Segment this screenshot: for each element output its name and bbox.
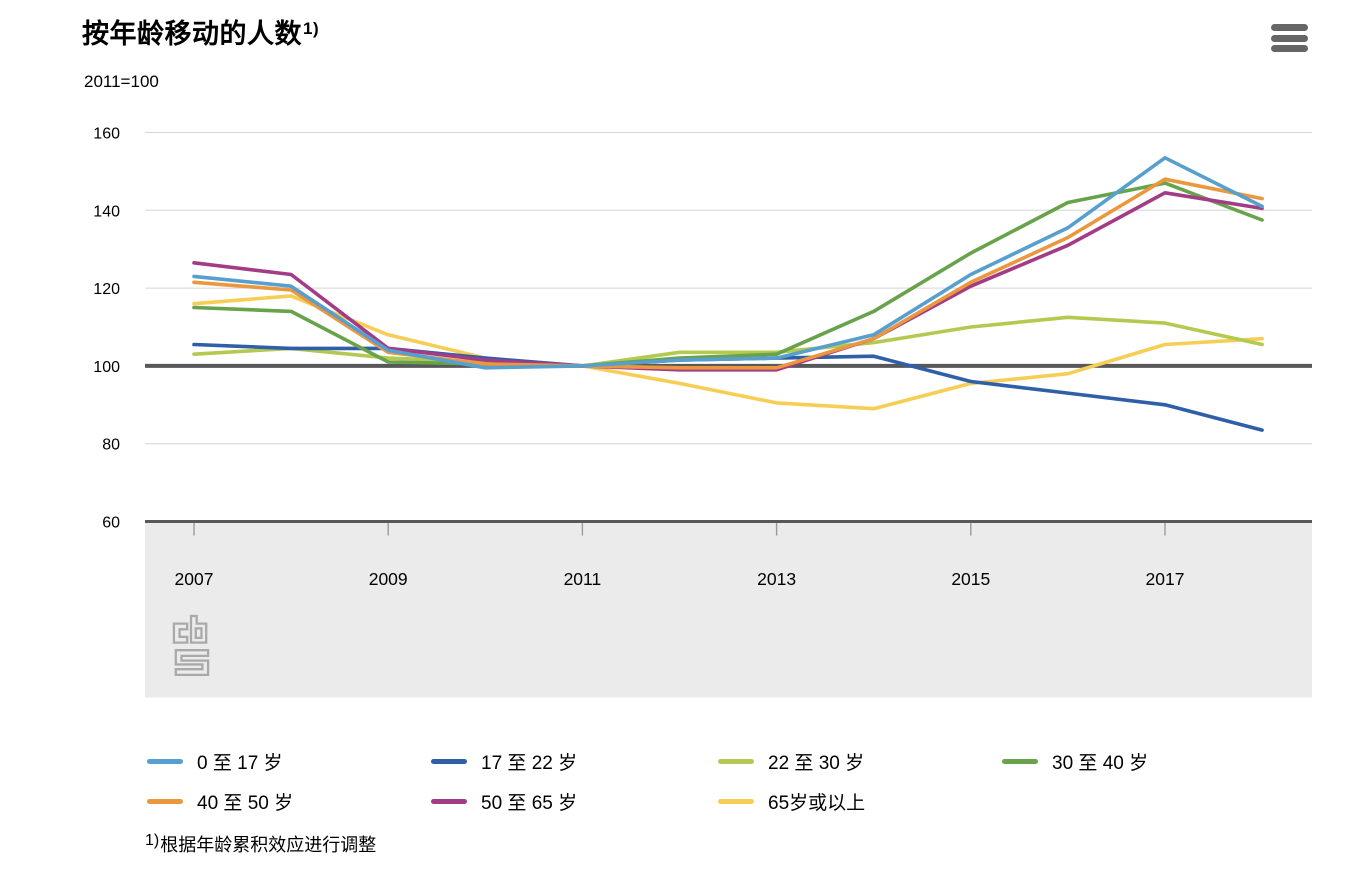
cbs-logo-watermark <box>172 614 210 677</box>
legend-item-2: 17 至 22 岁 <box>431 748 718 775</box>
hamburger-icon <box>1271 24 1308 31</box>
chart-menu-button[interactable] <box>1270 22 1310 54</box>
y-axis-label: 140 <box>93 203 120 220</box>
x-axis-band <box>145 521 1312 698</box>
legend-swatch <box>147 758 183 764</box>
x-axis-label: 2017 <box>1146 569 1185 589</box>
legend-label: 65岁或以上 <box>768 792 866 814</box>
legend-label: 40 至 50 岁 <box>197 792 294 814</box>
chart-legend: 0 至 17 岁 17 至 22 岁 22 至 30 岁 30 至 40 岁 40 至 … <box>147 741 1148 821</box>
legend-item-1: 0 至 17 岁 <box>147 748 431 775</box>
x-axis-label: 2013 <box>757 569 796 589</box>
x-axis-label: 2011 <box>564 569 602 589</box>
series-line-6 <box>192 191 1264 372</box>
footnote-marker: 1) <box>145 832 160 849</box>
y-axis-label: 60 <box>102 515 120 532</box>
legend-swatch <box>1002 758 1038 764</box>
title-footnote-marker: 1) <box>303 19 320 38</box>
legend-label: 50 至 65 岁 <box>481 792 578 814</box>
series-line-5 <box>192 177 1264 370</box>
y-axis-label: 160 <box>93 126 120 143</box>
x-axis-label: 2009 <box>369 569 408 589</box>
y-axis-label: 80 <box>102 437 120 454</box>
series-line-1 <box>192 156 1264 370</box>
series-line-3 <box>192 315 1264 368</box>
legend-item-3: 22 至 30 岁 <box>718 748 1002 775</box>
legend-label: 30 至 40 岁 <box>1052 752 1149 774</box>
legend-swatch <box>718 798 754 804</box>
line-chart-canvas: 60 80 100 120 140 160 2007 2009 2011 2013 2015 2017 <box>93 126 1312 698</box>
legend-item-5: 40 至 50 岁 <box>147 788 431 815</box>
series-line-7 <box>192 294 1264 411</box>
legend-label: 22 至 30 岁 <box>768 752 865 774</box>
legend-swatch <box>431 758 467 764</box>
legend-swatch <box>147 798 183 804</box>
page-title: 按年龄移动的人数1) <box>82 12 319 51</box>
unit-label: 2011=100 <box>84 72 159 91</box>
footnote-text: 根据年龄累积效应进行调整 <box>160 835 377 855</box>
legend-swatch <box>718 758 754 764</box>
title-text: 按年龄移动的人数 <box>82 19 302 49</box>
y-axis-label: 100 <box>93 359 120 376</box>
legend-label: 0 至 17 岁 <box>197 752 283 774</box>
legend-label: 17 至 22 岁 <box>481 752 578 774</box>
series-line-4 <box>192 181 1264 368</box>
legend-item-4: 30 至 40 岁 <box>1002 748 1148 775</box>
chart-footnote: 1)根据年龄累积效应进行调整 <box>145 831 376 857</box>
x-axis-label: 2007 <box>175 569 214 589</box>
legend-swatch <box>431 798 467 804</box>
legend-item-6: 50 至 65 岁 <box>431 788 718 815</box>
y-axis-label: 120 <box>93 281 120 298</box>
x-axis-label: 2015 <box>951 569 990 589</box>
legend-item-7: 65岁或以上 <box>718 788 1002 815</box>
